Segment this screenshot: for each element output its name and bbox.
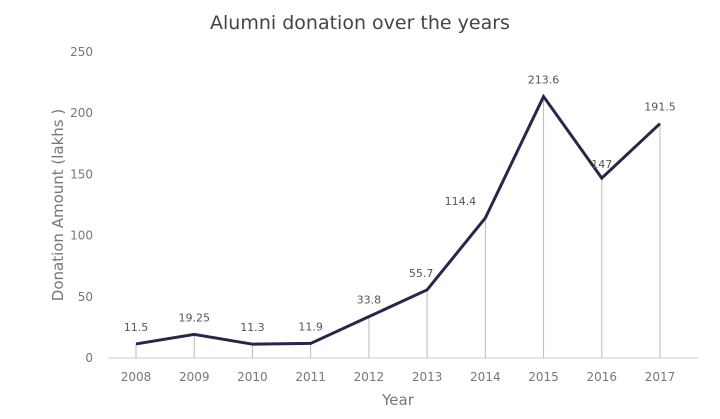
- data-label: 11.5: [124, 321, 149, 334]
- x-tick-label: 2017: [645, 370, 676, 384]
- x-tick-label: 2012: [354, 370, 385, 384]
- y-tick-label: 150: [70, 167, 93, 181]
- data-label: 213.6: [528, 74, 560, 87]
- data-label: 114.4: [445, 195, 477, 208]
- x-tick-label: 2016: [587, 370, 618, 384]
- data-label: 33.8: [357, 294, 382, 307]
- x-tick-label: 2010: [237, 370, 268, 384]
- x-axis-label: Year: [381, 391, 415, 409]
- data-label: 19.25: [178, 311, 210, 324]
- series-line: [135, 93, 662, 346]
- y-tick-label: 100: [70, 229, 93, 243]
- x-tick-label: 2014: [470, 370, 501, 384]
- x-tick-label: 2011: [295, 370, 326, 384]
- y-tick-label: 0: [85, 351, 93, 365]
- x-tick-label: 2008: [121, 370, 152, 384]
- x-tick-label: 2013: [412, 370, 443, 384]
- x-tick-label: 2015: [528, 370, 559, 384]
- chart-title: Alumni donation over the years: [210, 12, 510, 34]
- y-tick-label: 200: [70, 106, 93, 120]
- x-tick-label: 2009: [179, 370, 210, 384]
- y-tick-label: 50: [78, 290, 93, 304]
- y-axis-label: Donation Amount (lakhs ): [49, 109, 67, 301]
- data-label: 147: [591, 158, 612, 171]
- data-label: 191.5: [644, 101, 676, 114]
- data-label: 55.7: [409, 267, 434, 280]
- data-label: 11.3: [240, 321, 265, 334]
- data-label: 11.9: [298, 320, 323, 333]
- y-tick-label: 250: [70, 45, 93, 59]
